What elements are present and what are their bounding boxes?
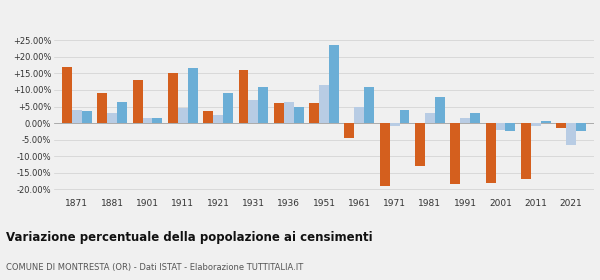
- Bar: [355, 106, 364, 123]
- Bar: [531, 123, 541, 126]
- Bar: [259, 87, 268, 123]
- Bar: [566, 123, 576, 145]
- Bar: [451, 123, 460, 185]
- Bar: [319, 85, 329, 123]
- Bar: [380, 123, 389, 186]
- Text: Variazione percentuale della popolazione ai censimenti: Variazione percentuale della popolazione…: [6, 231, 373, 244]
- Bar: [496, 123, 505, 130]
- Bar: [152, 118, 163, 123]
- Bar: [213, 115, 223, 123]
- Bar: [415, 123, 425, 166]
- Bar: [178, 108, 188, 123]
- Bar: [293, 106, 304, 123]
- Bar: [248, 100, 259, 123]
- Bar: [143, 118, 152, 123]
- Bar: [97, 93, 107, 123]
- Text: COMUNE DI MONTRESTA (OR) - Dati ISTAT - Elaborazione TUTTITALIA.IT: COMUNE DI MONTRESTA (OR) - Dati ISTAT - …: [6, 263, 303, 272]
- Bar: [344, 123, 355, 138]
- Bar: [400, 110, 409, 123]
- Bar: [329, 45, 339, 123]
- Bar: [117, 102, 127, 123]
- Bar: [223, 93, 233, 123]
- Bar: [203, 111, 213, 123]
- Bar: [239, 70, 248, 123]
- Bar: [521, 123, 531, 179]
- Bar: [168, 73, 178, 123]
- Bar: [435, 97, 445, 123]
- Bar: [188, 68, 197, 123]
- Bar: [62, 67, 72, 123]
- Bar: [364, 87, 374, 123]
- Bar: [82, 111, 92, 123]
- Bar: [389, 123, 400, 126]
- Bar: [460, 118, 470, 123]
- Bar: [576, 123, 586, 131]
- Bar: [425, 113, 435, 123]
- Bar: [485, 123, 496, 183]
- Bar: [505, 123, 515, 131]
- Bar: [133, 80, 143, 123]
- Bar: [72, 110, 82, 123]
- Bar: [107, 113, 117, 123]
- Bar: [470, 113, 480, 123]
- Bar: [284, 102, 293, 123]
- Bar: [274, 103, 284, 123]
- Bar: [556, 123, 566, 128]
- Bar: [309, 103, 319, 123]
- Bar: [541, 122, 551, 123]
